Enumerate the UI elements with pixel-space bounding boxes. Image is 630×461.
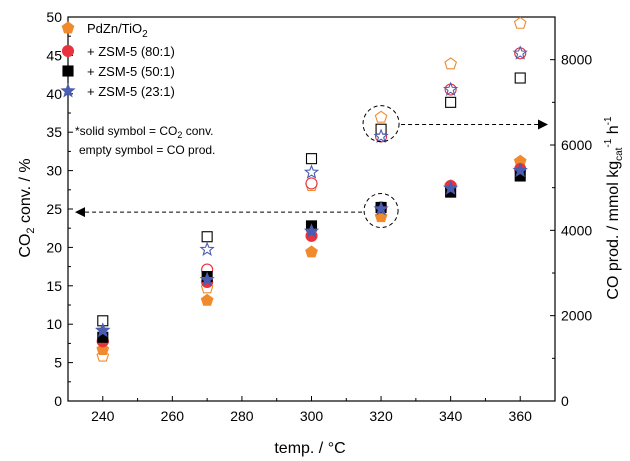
annotation-note-line1: *solid symbol = CO2 conv.: [75, 124, 214, 140]
legend-marker: [62, 65, 74, 77]
legend-label-part: PdZn/TiO: [87, 21, 142, 36]
conversion-point: [443, 180, 459, 195]
x-tick-label: 240: [91, 408, 115, 424]
y-left-tick-label: 45: [46, 47, 62, 63]
y-left-tick-label: 30: [46, 163, 62, 179]
y-left-tick-label: 50: [46, 9, 62, 25]
y-right-tick-label: 0: [561, 393, 569, 409]
legend-marker: [60, 82, 76, 98]
series-3: [95, 45, 528, 338]
co-production-point: [374, 110, 388, 123]
series-2: [97, 72, 526, 343]
x-tick-label: 260: [161, 408, 185, 424]
x-tick-label: 340: [439, 408, 463, 424]
co-production-point: [373, 128, 389, 143]
legend-label-zsm5-23: + ZSM-5 (23:1): [87, 84, 175, 99]
legend: PdZn/TiO2 + ZSM-5 (80:1) + ZSM-5 (50:1) …: [60, 21, 175, 99]
co-production-point: [444, 57, 457, 70]
x-axis-label: temp. / °C: [274, 440, 345, 457]
y-left-tick-label: 40: [46, 86, 62, 102]
y-left-label-part: conv. / %: [17, 158, 34, 227]
note-sub: 2: [177, 130, 182, 140]
legend-marker: [61, 21, 75, 34]
co-production-point: [201, 231, 213, 243]
conversion-point: [200, 293, 214, 306]
conversion-point: [303, 223, 320, 238]
conversion-point: [199, 271, 215, 287]
y-left-tick-label: 35: [46, 124, 62, 140]
co-production-point: [512, 45, 528, 60]
legend-label-zsm5-80: + ZSM-5 (80:1): [87, 44, 175, 59]
conversion-point: [512, 162, 528, 178]
annotation-note-line2: empty symbol = CO prod.: [79, 143, 215, 157]
co-production-point: [443, 81, 459, 97]
highlight-circle-production: [362, 105, 400, 143]
y-left-tick-label: 10: [46, 316, 62, 332]
x-tick-label: 300: [300, 408, 324, 424]
co-production-point: [514, 72, 526, 84]
co-production-point: [445, 96, 457, 108]
ticks-layer: 240 260 280 300 320 340 3600510152025303540455…: [46, 9, 592, 424]
y-right-label-sup: -1: [603, 138, 614, 147]
legend-label-sub: 2: [142, 29, 148, 40]
y-axis-left-label: CO2 conv. / %: [17, 158, 37, 257]
y-right-label-sub: cat: [614, 147, 625, 161]
y-right-label-part: CO prod. / mmol kg: [605, 161, 622, 300]
y-right-label-part: h: [605, 125, 622, 138]
x-tick-label: 280: [230, 408, 254, 424]
y-right-label-sup: -1: [603, 116, 614, 125]
note-part: *solid symbol = CO: [75, 124, 177, 138]
y-right-tick-label: 8000: [561, 52, 592, 68]
y-left-tick-label: 25: [46, 201, 62, 217]
y-left-tick-label: 20: [46, 239, 62, 255]
annotation-layer: [75, 105, 548, 229]
y-right-tick-label: 2000: [561, 308, 592, 324]
conversion-point: [305, 245, 318, 258]
y-axis-right-label: CO prod. / mmol kgcat-1 h-1: [603, 116, 625, 300]
co-production-point: [513, 16, 527, 29]
conversion-point: [373, 200, 389, 216]
note-part: conv.: [182, 124, 213, 138]
co-production-point: [305, 153, 318, 165]
y-left-tick-label: 15: [46, 278, 62, 294]
x-tick-label: 360: [509, 408, 533, 424]
co-production-point: [303, 164, 320, 179]
y-right-tick-label: 6000: [561, 137, 592, 153]
legend-label-zsm5-50: + ZSM-5 (50:1): [87, 64, 175, 79]
co-production-point: [305, 177, 318, 190]
legend-label-pdzn: PdZn/TiO2: [87, 21, 148, 40]
y-left-label-sub: 2: [25, 227, 37, 233]
highlight-circle-conversion: [363, 193, 399, 229]
y-right-tick-label: 4000: [561, 222, 592, 238]
co-production-point: [199, 241, 215, 257]
marks-layer: [95, 16, 528, 362]
x-tick-label: 320: [369, 408, 393, 424]
legend-markers: [60, 21, 76, 98]
y-left-label-part: CO: [17, 234, 34, 258]
legend-marker: [61, 44, 75, 58]
conversion-point: [95, 322, 111, 337]
y-left-tick-label: 0: [54, 393, 62, 409]
y-left-tick-label: 5: [54, 355, 62, 371]
